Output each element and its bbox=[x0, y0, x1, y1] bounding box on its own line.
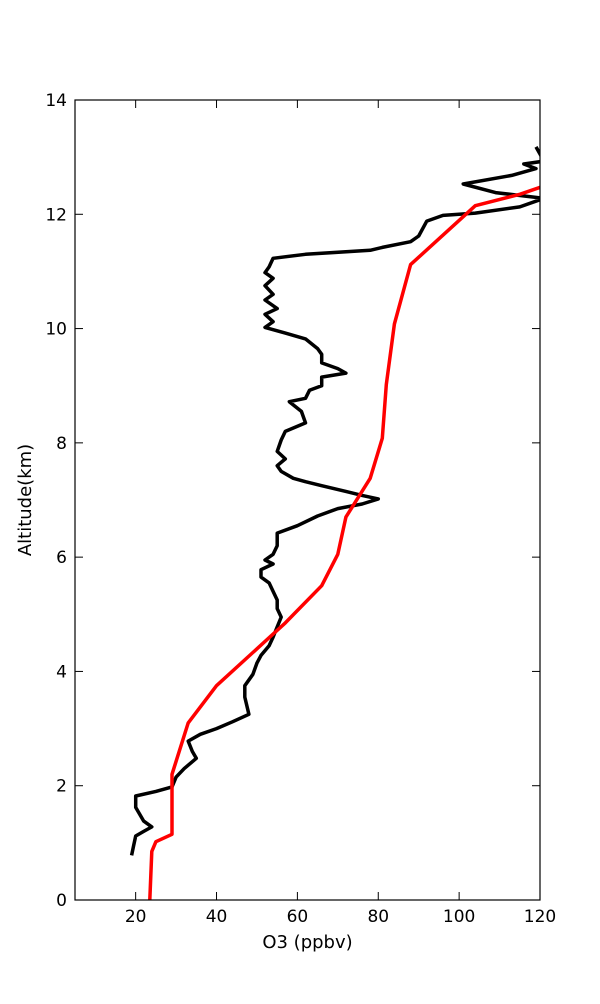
y-tick-label: 14 bbox=[45, 91, 67, 111]
y-tick-label: 12 bbox=[45, 205, 67, 225]
y-tick-label: 8 bbox=[56, 434, 67, 454]
series-layer bbox=[129, 146, 540, 900]
y-tick-label: 4 bbox=[56, 662, 67, 682]
y-tick-label: 2 bbox=[56, 777, 67, 797]
y-tick-label: 6 bbox=[56, 548, 67, 568]
y-axis-ticks: 0 2 4 6 8 10 12 14 bbox=[45, 91, 540, 911]
plot-frame bbox=[74, 99, 541, 901]
x-tick-label: 20 bbox=[125, 907, 147, 927]
x-axis-ticks: 20 40 60 80 100 120 bbox=[125, 100, 556, 927]
x-tick-label: 60 bbox=[287, 907, 309, 927]
series-line-1 bbox=[129, 146, 540, 856]
y-tick-label: 0 bbox=[56, 891, 67, 911]
x-tick-label: 100 bbox=[443, 907, 475, 927]
x-tick-label: 40 bbox=[206, 907, 228, 927]
y-tick-label: 10 bbox=[45, 320, 67, 340]
x-axis-title: O3 (ppbv) bbox=[262, 932, 352, 953]
y-axis-title: Altitude(km) bbox=[15, 444, 36, 556]
x-tick-label: 120 bbox=[524, 907, 556, 927]
series-line-2 bbox=[148, 185, 540, 900]
x-tick-label: 80 bbox=[367, 907, 389, 927]
